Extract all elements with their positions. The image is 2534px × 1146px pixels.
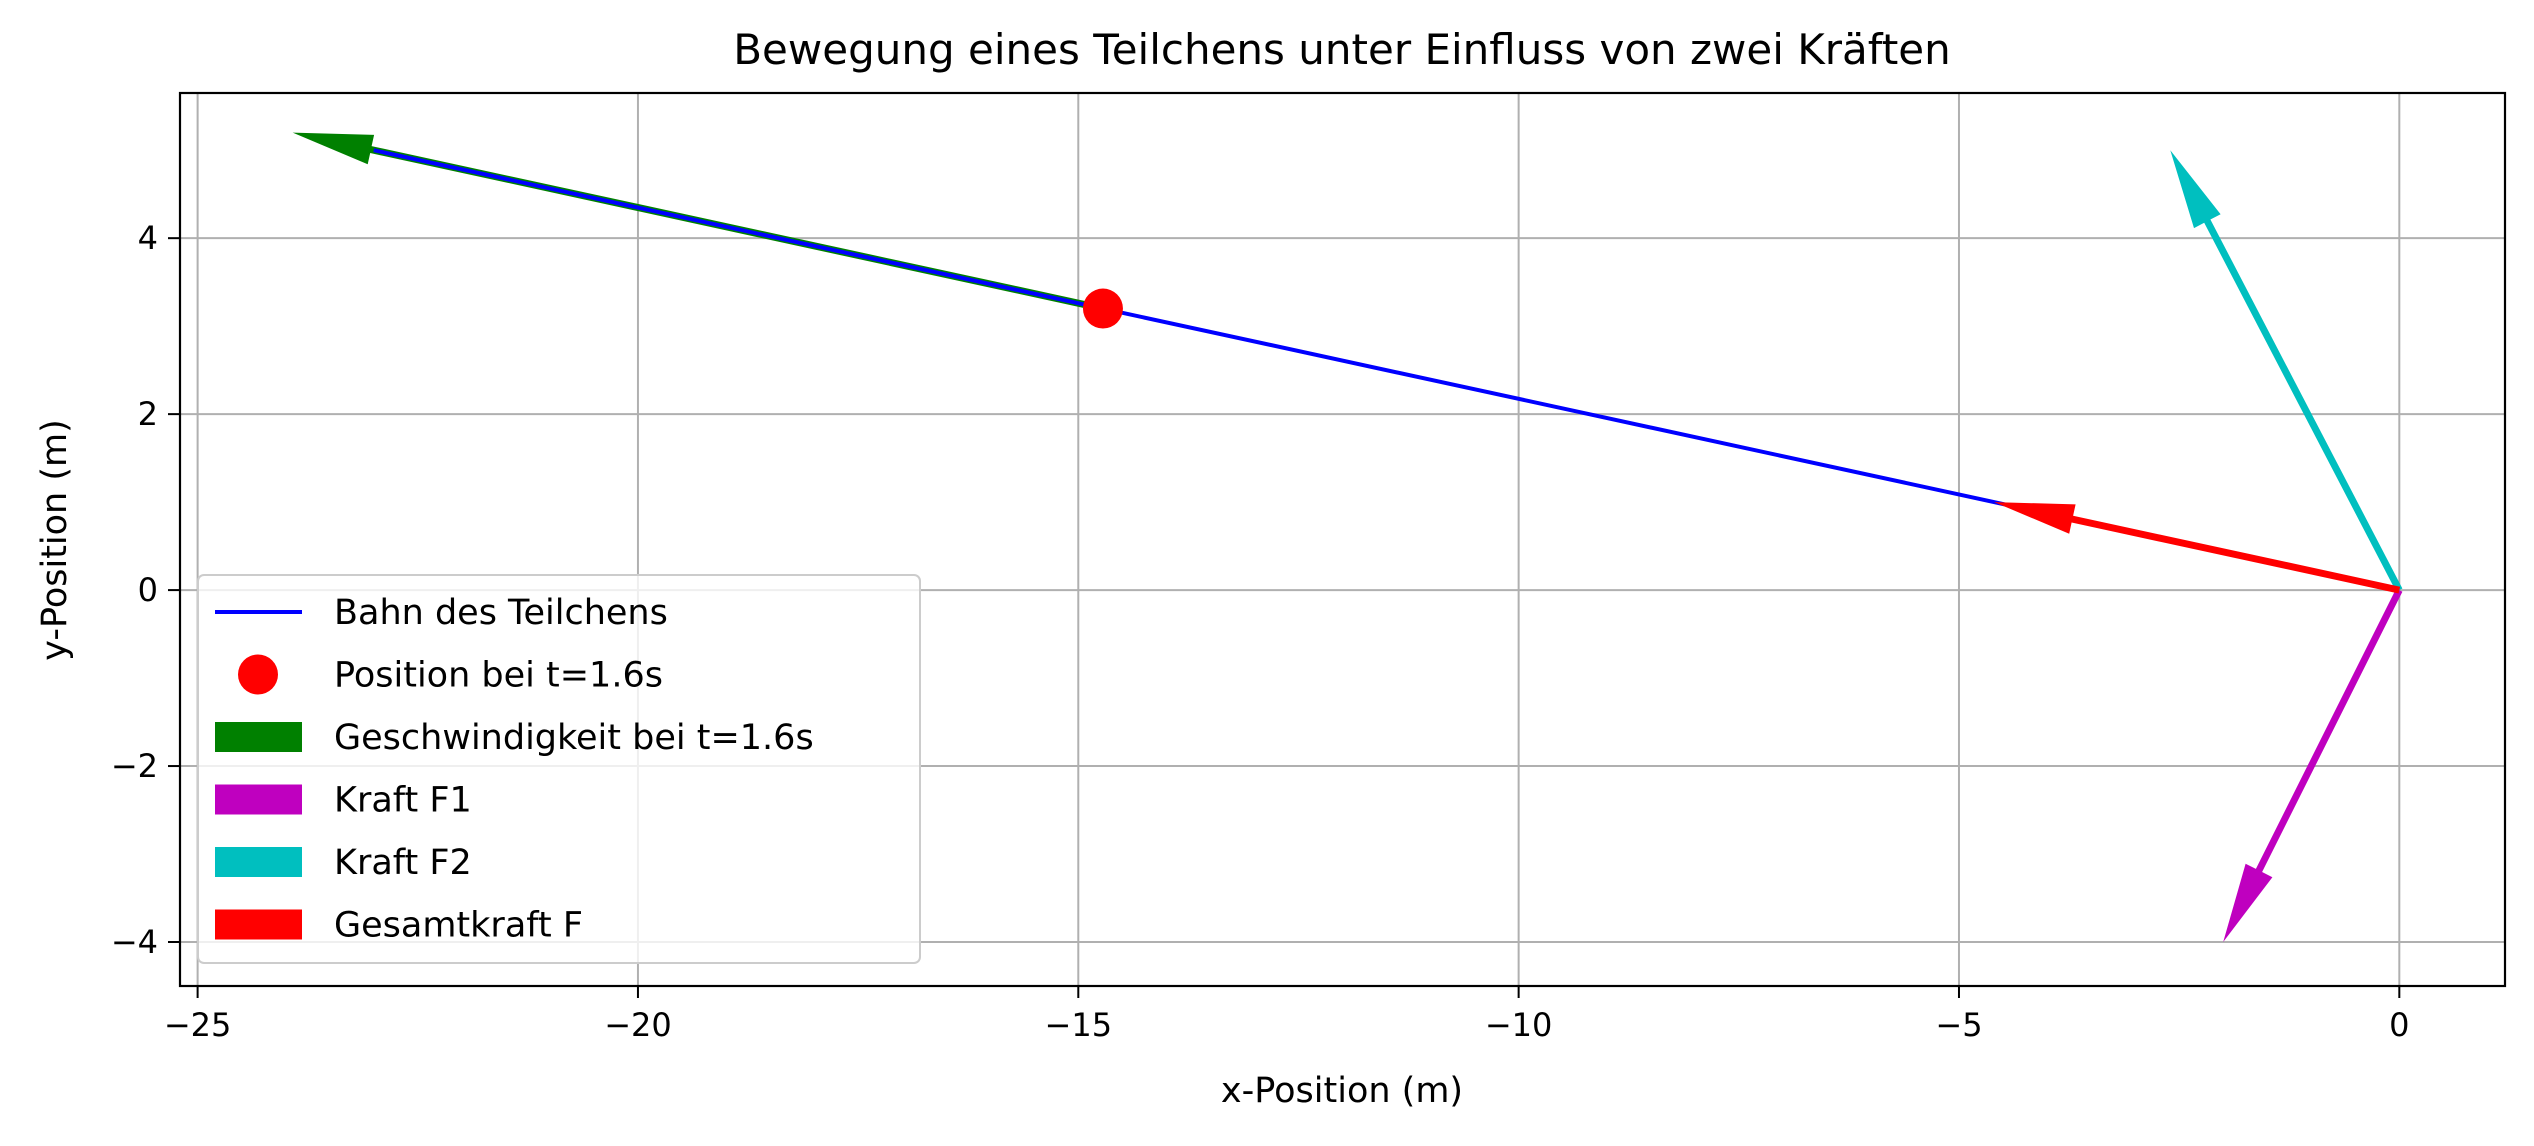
y-tick-label: −2 — [111, 747, 158, 785]
x-tick-label: −5 — [1935, 1006, 1982, 1044]
y-tick-label: 2 — [138, 395, 158, 433]
y-axis-label: y-Position (m) — [35, 419, 75, 661]
chart-title: Bewegung eines Teilchens unter Einfluss … — [733, 25, 1951, 74]
legend-box — [197, 574, 921, 964]
axes-frame — [178, 91, 2507, 988]
force-f1-arrow — [2223, 588, 2403, 942]
legend-item-total-force-arrow-swatch — [215, 909, 302, 940]
x-tick-label: −15 — [1045, 1006, 1113, 1044]
y-tick-label: 4 — [138, 219, 158, 257]
y-tick-label: 0 — [138, 571, 158, 609]
legend-item-trajectory-label: Bahn des Teilchens — [334, 593, 668, 633]
position-marker — [1082, 288, 1123, 329]
legend-item-total-force-arrow-label: Gesamtkraft F — [334, 906, 583, 946]
total-force-arrow — [1994, 502, 2401, 594]
legend-item-force-f1-arrow-label: Kraft F1 — [334, 781, 472, 821]
x-tick-label: −20 — [604, 1006, 672, 1044]
legend: Bahn des Teilchens Position bei t=1.6s Ges… — [197, 574, 921, 964]
plot-area — [292, 132, 2403, 942]
legend-item-velocity-arrow-swatch — [215, 722, 302, 752]
x-tick-label: 0 — [2389, 1006, 2409, 1044]
legend-item-force-f2-arrow-label: Kraft F2 — [334, 843, 472, 883]
legend-item-velocity-arrow-label: Geschwindigkeit bei t=1.6s — [334, 718, 814, 758]
x-axis-label: x-Position (m) — [1221, 1071, 1463, 1111]
legend-item-position-label: Position bei t=1.6s — [334, 656, 663, 696]
x-tick-label: −10 — [1485, 1006, 1553, 1044]
y-tick-label: −4 — [111, 923, 158, 961]
x-tick-label: −25 — [164, 1006, 232, 1044]
legend-item-position-swatch — [238, 654, 278, 695]
force-f2-arrow — [2170, 150, 2403, 592]
legend-item-force-f2-arrow-swatch — [215, 847, 302, 877]
legend-item-force-f1-arrow-swatch — [215, 784, 302, 815]
